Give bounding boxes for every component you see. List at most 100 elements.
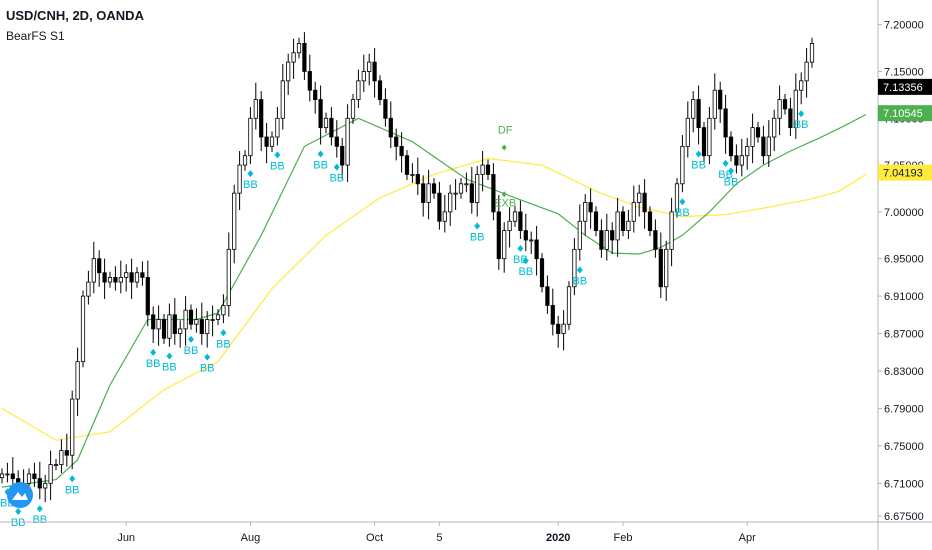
price-tick-label: 6.75000	[884, 441, 924, 453]
candle-body	[10, 473, 15, 480]
candle-body	[664, 248, 669, 288]
candle-body	[37, 478, 42, 489]
indicator-label[interactable]: BearFS S1	[6, 29, 65, 43]
candle-body	[167, 314, 172, 339]
signal-diamond-icon	[695, 150, 702, 158]
candle-body	[394, 136, 399, 147]
candle-body	[788, 108, 793, 129]
signal-label: BB	[200, 363, 215, 375]
candle-body	[172, 314, 177, 334]
candle-body	[572, 248, 577, 288]
signal-diamond-icon	[69, 475, 76, 483]
candle-body	[80, 295, 86, 363]
candle-body	[604, 230, 609, 250]
candle-body	[345, 117, 350, 166]
candle-body	[302, 43, 307, 72]
candle-body	[183, 309, 188, 330]
price-tick-label: 6.83000	[884, 366, 924, 378]
candle-body	[685, 117, 690, 147]
signal-label: BB	[513, 254, 528, 266]
candle-body	[199, 319, 204, 334]
candle-body	[626, 220, 631, 232]
candle-body	[129, 272, 134, 283]
candle-body	[631, 202, 636, 222]
candle-body	[70, 398, 75, 456]
candle-body	[253, 99, 258, 119]
candle-body	[799, 80, 804, 91]
candle-body	[728, 136, 734, 157]
signal-label: BB	[162, 362, 177, 374]
candle-body	[145, 276, 150, 316]
candle-body	[491, 174, 496, 213]
candle-body	[91, 258, 96, 283]
signal-diamond-icon	[517, 245, 524, 253]
candle-body	[205, 319, 210, 334]
candle-body	[615, 211, 620, 241]
candle-body	[286, 61, 291, 82]
candle-body	[32, 473, 37, 480]
symbol-title[interactable]: USD/CNH, 2D, OANDA	[6, 8, 144, 23]
candle-body	[383, 99, 388, 119]
candle-body	[561, 323, 566, 334]
candle-body	[696, 99, 701, 129]
price-tick-label: 6.91000	[884, 291, 924, 303]
candle-body	[691, 99, 696, 119]
candle-body	[124, 272, 129, 278]
signal-diamond-icon	[722, 159, 729, 167]
signal-label: BB	[65, 484, 80, 496]
candle-body	[421, 183, 426, 203]
candle-body	[469, 183, 474, 203]
candle-body	[86, 281, 91, 297]
signal-label: BB	[572, 276, 587, 288]
candle-body	[809, 43, 815, 63]
candle-body	[502, 230, 507, 260]
signal-label: BB	[329, 173, 344, 185]
exb-diamond-icon	[501, 191, 507, 198]
candle-body	[556, 323, 561, 334]
candle-body	[448, 192, 453, 213]
signal-label: BB	[146, 358, 161, 370]
candle-body	[313, 89, 318, 100]
candle-body	[712, 89, 717, 119]
time-tick-label: Feb	[614, 532, 633, 544]
candle-body	[723, 108, 728, 138]
candle-body	[766, 136, 771, 157]
signal-label: BB	[32, 514, 47, 526]
signal-diamond-icon	[317, 150, 324, 158]
candle-body	[275, 117, 280, 138]
signal-diamond-icon	[679, 198, 686, 206]
signal-label-green: EXB	[494, 197, 516, 209]
signal-label: BB	[724, 176, 739, 188]
candle-body	[707, 117, 712, 157]
candle-body	[761, 136, 766, 157]
candle-body	[442, 211, 447, 222]
signal-label: BB	[470, 232, 485, 244]
candle-body	[188, 309, 194, 325]
candle-body	[215, 314, 221, 320]
candle-body	[307, 71, 312, 91]
signal-label: BB	[184, 345, 199, 357]
candle-body	[388, 117, 393, 138]
signal-diamond-icon	[36, 505, 43, 513]
candle-body	[75, 361, 80, 400]
candle-body	[5, 473, 10, 476]
df-diamond-icon	[501, 144, 507, 151]
candle-body	[291, 52, 296, 63]
signal-diamond-icon	[150, 348, 157, 356]
signal-label: BB	[216, 338, 231, 350]
candle-body	[210, 319, 215, 321]
candle-body	[777, 99, 782, 119]
tradingview-logo-icon[interactable]	[7, 482, 33, 508]
candle-body	[647, 211, 653, 232]
candle-body	[653, 230, 658, 250]
candle-body	[334, 136, 339, 147]
candle-body	[431, 183, 437, 194]
candle-body	[577, 220, 582, 250]
candle-body	[588, 202, 593, 213]
signal-label-green: DF	[498, 124, 513, 136]
candle-body	[610, 230, 615, 241]
candle-body	[259, 99, 264, 138]
signal-label: BB	[691, 159, 706, 171]
